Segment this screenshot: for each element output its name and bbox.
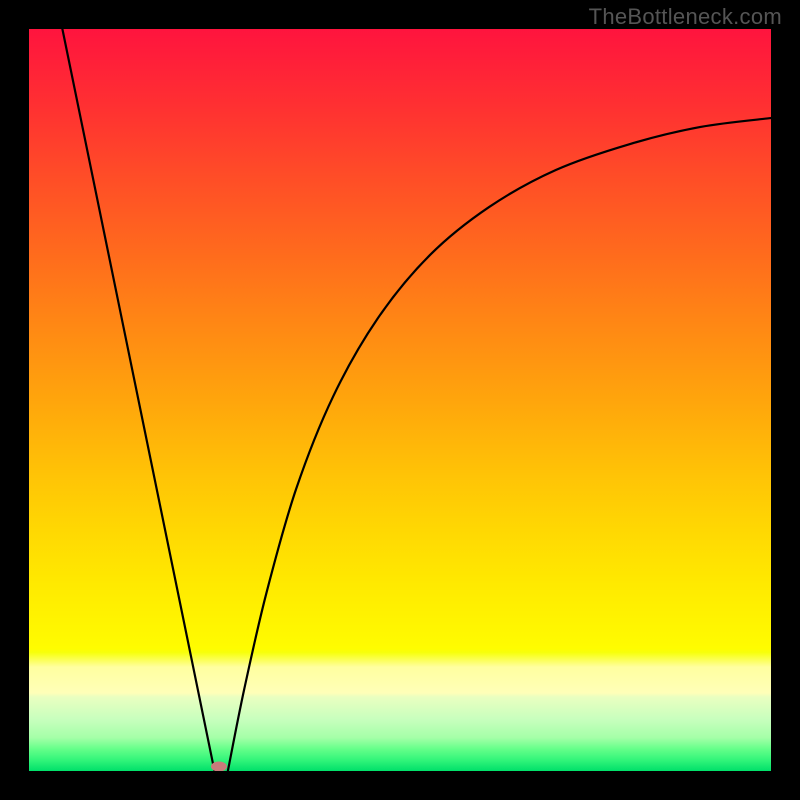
watermark-link[interactable]: TheBottleneck.com <box>589 4 782 30</box>
chart-svg <box>29 29 771 771</box>
plot-area <box>29 29 771 771</box>
chart-container: TheBottleneck.com <box>0 0 800 800</box>
